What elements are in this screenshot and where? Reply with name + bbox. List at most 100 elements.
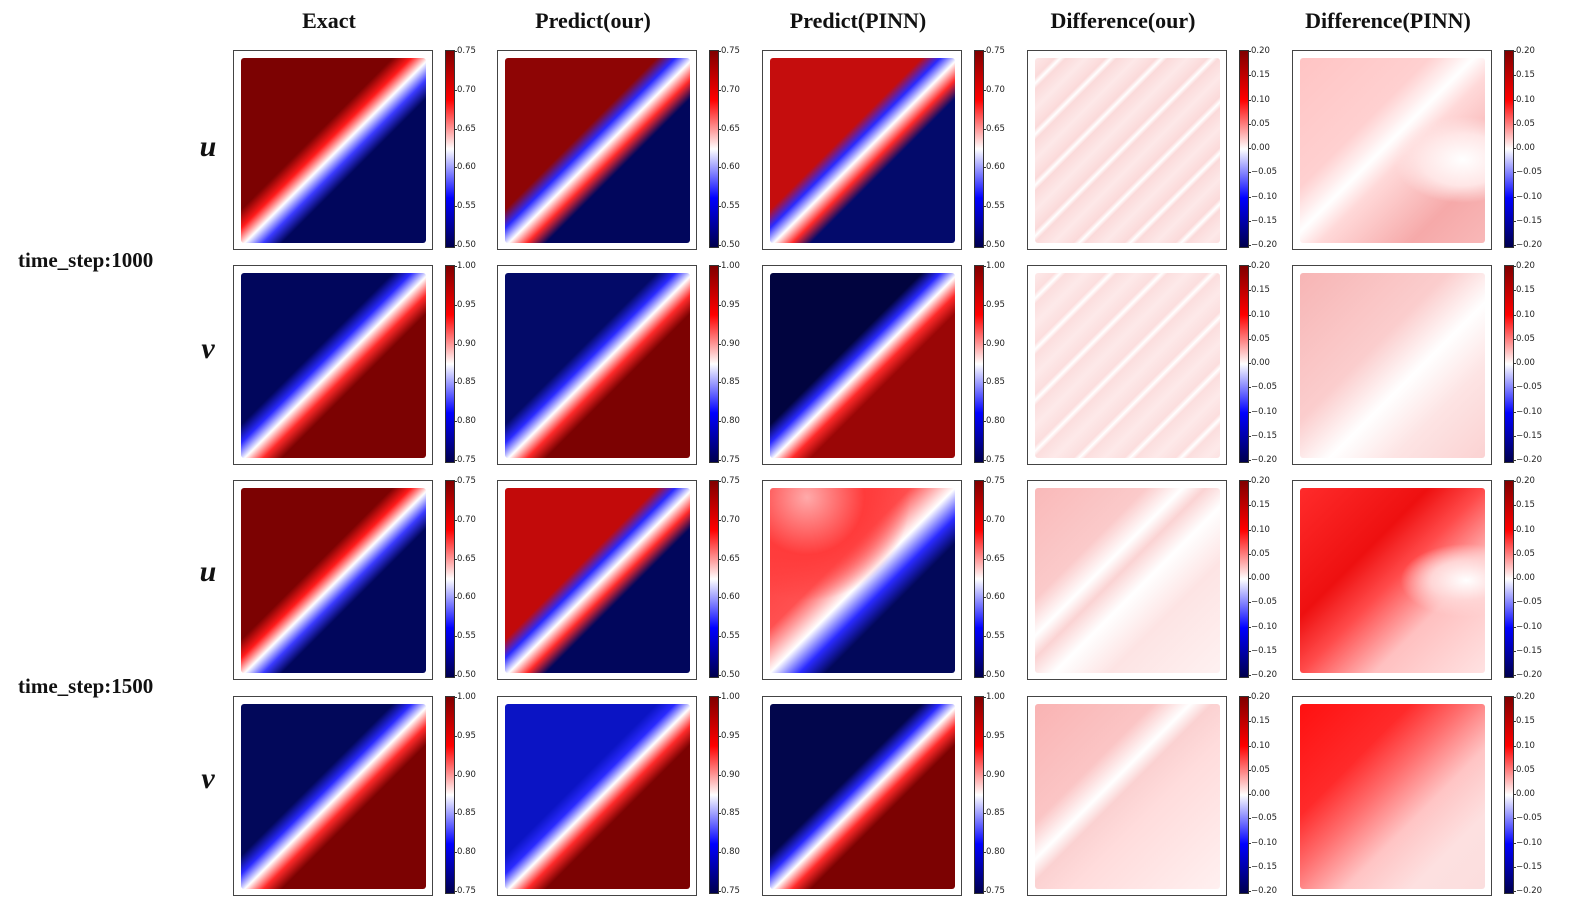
colorbar [1504, 50, 1514, 248]
colorbar-tick-label: 0.20 [1513, 476, 1535, 486]
colorbar-tick-label: 0.90 [983, 338, 1005, 349]
colorbar-tick-label: 0.80 [454, 416, 476, 427]
plot-frame [1027, 480, 1227, 680]
colorbar-tick-label: −0.20 [1512, 240, 1543, 250]
time-step-label: time_step:1000 [18, 248, 154, 272]
plot-frame [1027, 265, 1227, 465]
colorbar [1239, 50, 1249, 248]
colorbar-tick-label: 0.50 [718, 240, 740, 250]
colorbar [709, 265, 719, 463]
colorbar-tick-label: 0.65 [718, 123, 740, 134]
plot-frame [1292, 50, 1492, 250]
colorbar-tick-label: 0.90 [454, 769, 476, 780]
heatmap-field [1300, 58, 1485, 243]
colorbar-tick-label: 0.65 [983, 553, 1005, 564]
colorbar-tick-label: −0.20 [1247, 886, 1278, 896]
colorbar-tick-label: −0.05 [1247, 167, 1278, 178]
colorbar-tick-label: 0.20 [1248, 476, 1270, 486]
colorbar-tick-label: 0.95 [983, 730, 1005, 741]
heatmap-panel: 0.75 0.70 0.65 0.60 0.55 0.50 [497, 46, 757, 250]
colorbar-tick-label: 0.80 [983, 416, 1005, 427]
colorbar-tick-label: 0.15 [1513, 500, 1535, 511]
colorbar-tick-label: 0.55 [718, 201, 740, 212]
heatmap-panel: 0.20 0.15 0.10 0.05 0.00 −0.05 −0.10 −0.15 −0.20 [1292, 692, 1552, 896]
colorbar-tick-label: 0.20 [1513, 261, 1535, 271]
colorbar-tick-label: −0.10 [1512, 837, 1543, 848]
colorbar-tick-label: 1.00 [454, 692, 476, 702]
colorbar-tick-label: 0.10 [1513, 309, 1535, 320]
heatmap-panel: 0.75 0.70 0.65 0.60 0.55 0.50 [233, 46, 493, 250]
colorbar-tick-label: 0.60 [983, 592, 1005, 603]
heatmap-panel: 1.00 0.95 0.90 0.85 0.80 0.75 [497, 261, 757, 465]
heatmap-panel: 0.20 0.15 0.10 0.05 0.00 −0.05 −0.10 −0.15 −0.20 [1027, 692, 1287, 896]
colorbar-tick-label: 0.80 [983, 847, 1005, 858]
colorbar-tick-label: 0.00 [1513, 789, 1535, 799]
colorbar [709, 480, 719, 678]
heatmap-field [505, 488, 690, 673]
colorbar-tick-label: −0.05 [1512, 597, 1543, 608]
colorbar-tick-label: −0.10 [1247, 621, 1278, 632]
plot-frame [233, 50, 433, 250]
colorbar [445, 696, 455, 894]
colorbar-tick-label: 0.85 [718, 808, 740, 819]
colorbar [1239, 480, 1249, 678]
colorbar-tick-label: 0.10 [1248, 740, 1270, 751]
colorbar-tick-label: 0.55 [983, 631, 1005, 642]
colorbar [974, 50, 984, 248]
colorbar-tick-label: −0.10 [1512, 406, 1543, 417]
colorbar-tick-label: −0.05 [1247, 813, 1278, 824]
colorbar-tick-label: 0.65 [454, 553, 476, 564]
colorbar-tick-label: −0.20 [1512, 886, 1543, 896]
colorbar-tick-label: 0.80 [718, 416, 740, 427]
colorbar-tick-label: −0.10 [1247, 406, 1278, 417]
colorbar-tick-label: 0.05 [1513, 548, 1535, 559]
colorbar-tick-label: 0.20 [1248, 261, 1270, 271]
colorbar-tick-label: 0.05 [1248, 333, 1270, 344]
colorbar-tick-label: −0.05 [1512, 382, 1543, 393]
colorbar-tick-label: −0.05 [1247, 597, 1278, 608]
variable-label: u [199, 130, 217, 163]
colorbar-tick-label: 0.00 [1513, 358, 1535, 368]
colorbar-tick-label: 0.85 [454, 808, 476, 819]
colorbar-tick-label: 0.65 [454, 123, 476, 134]
colorbar-tick-label: 0.75 [983, 886, 1005, 896]
colorbar-tick-label: 0.75 [983, 476, 1005, 486]
colorbar-tick-label: 0.50 [454, 670, 476, 680]
colorbar-tick-label: 0.20 [1513, 46, 1535, 56]
heatmap-panel: 1.00 0.95 0.90 0.85 0.80 0.75 [762, 261, 1022, 465]
colorbar-tick-label: 0.75 [454, 476, 476, 486]
colorbar-tick-label: 0.55 [454, 201, 476, 212]
colorbar-tick-label: −0.20 [1247, 455, 1278, 465]
colorbar-tick-label: 0.90 [454, 338, 476, 349]
colorbar-tick-label: 0.55 [718, 631, 740, 642]
heatmap-field [1035, 273, 1220, 458]
colorbar-tick-label: 1.00 [454, 261, 476, 271]
colorbar-tick-label: 0.75 [983, 46, 1005, 56]
colorbar-tick-label: −0.15 [1512, 430, 1543, 441]
heatmap-field [1300, 488, 1485, 673]
colorbar-tick-label: 0.50 [454, 240, 476, 250]
colorbar-tick-label: 0.85 [454, 377, 476, 388]
heatmap-field [241, 488, 426, 673]
colorbar-tick-label: 0.65 [983, 123, 1005, 134]
colorbar-tick-label: 0.00 [1513, 143, 1535, 153]
colorbar [1504, 480, 1514, 678]
colorbar-tick-label: 0.90 [983, 769, 1005, 780]
colorbar-tick-label: 0.60 [454, 162, 476, 173]
colorbar-tick-label: 0.85 [983, 808, 1005, 819]
heatmap-field [241, 704, 426, 889]
colorbar-tick-label: 0.15 [1513, 716, 1535, 727]
colorbar-tick-label: 0.00 [1248, 358, 1270, 368]
colorbar-tick-label: −0.10 [1512, 621, 1543, 632]
colorbar-tick-label: 0.95 [983, 299, 1005, 310]
plot-frame [497, 696, 697, 896]
colorbar-tick-label: 0.70 [454, 514, 476, 525]
colorbar-tick-label: 0.65 [718, 553, 740, 564]
colorbar-tick-label: 1.00 [718, 261, 740, 271]
colorbar-tick-label: 0.10 [1248, 94, 1270, 105]
heatmap-field [770, 273, 955, 458]
heatmap-field [505, 704, 690, 889]
colorbar-tick-label: 0.55 [983, 201, 1005, 212]
colorbar-tick-label: 0.70 [454, 84, 476, 95]
heatmap-field [1035, 58, 1220, 243]
